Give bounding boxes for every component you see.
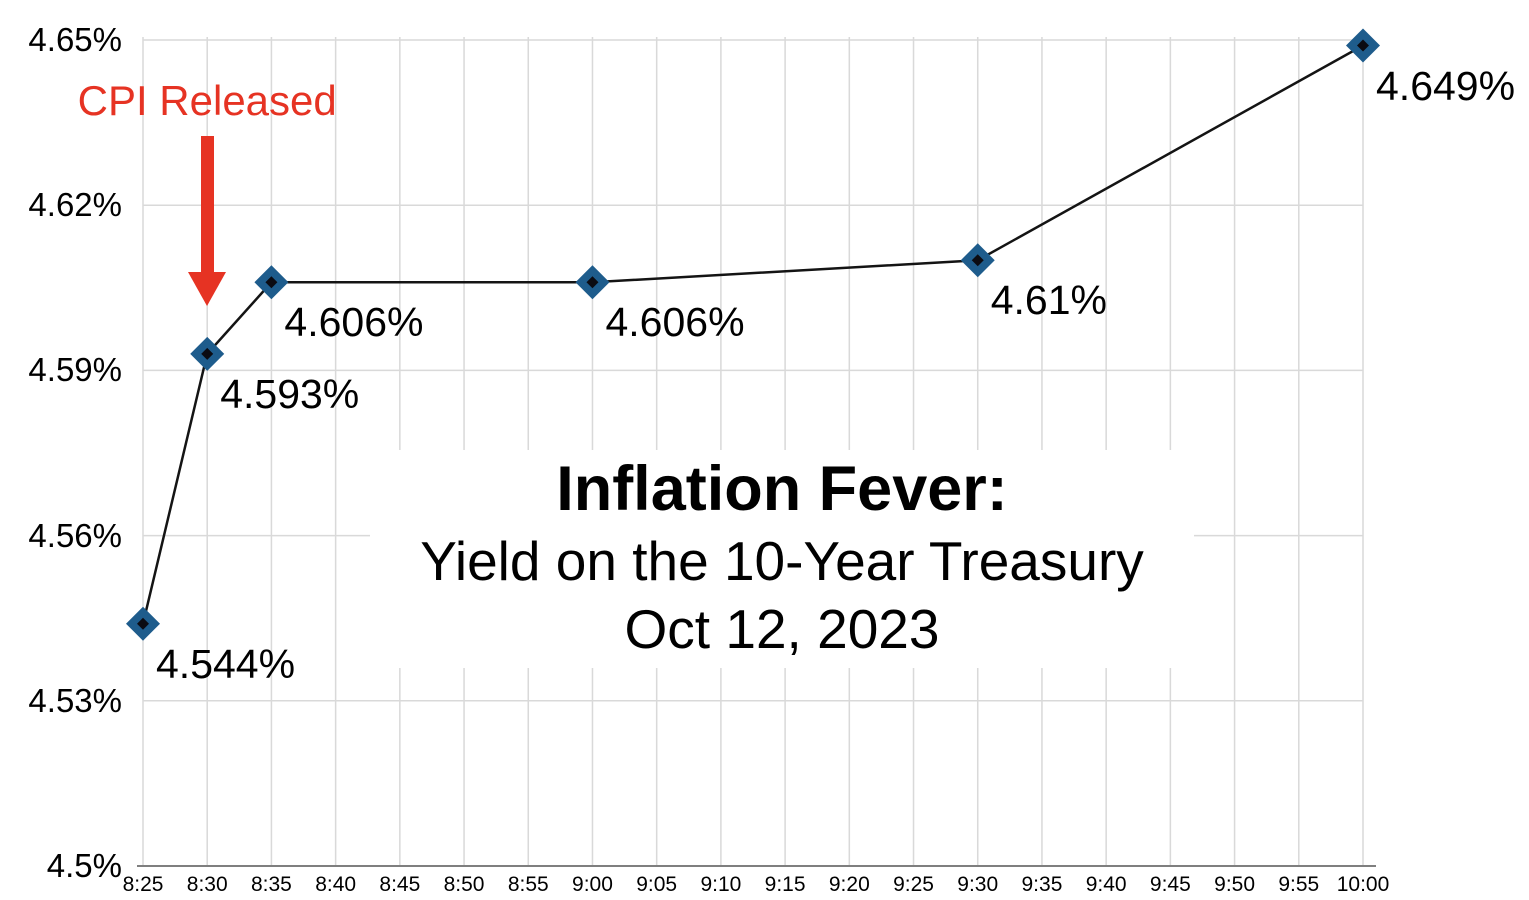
x-axis-tick-label: 9:50 xyxy=(1214,873,1256,896)
data-point-marker-core xyxy=(137,617,149,630)
cpi-arrow-head-icon xyxy=(188,272,227,306)
x-axis-tick-label: 9:45 xyxy=(1149,873,1191,896)
data-point-marker-core xyxy=(971,254,984,267)
x-axis-tick-label: 9:15 xyxy=(764,873,806,896)
chart-title-block: Inflation Fever: Yield on the 10-Year Tr… xyxy=(370,450,1194,668)
data-point-label: 4.606% xyxy=(284,299,424,346)
chart-subtitle: Yield on the 10-Year Treasury xyxy=(420,530,1144,592)
cpi-arrow-shaft xyxy=(200,136,214,273)
x-axis-tick-label: 9:35 xyxy=(1021,873,1063,896)
y-axis-tick-label: 4.56% xyxy=(28,516,122,554)
y-axis-tick-label: 4.62% xyxy=(28,186,122,224)
data-point-label: 4.544% xyxy=(156,640,296,687)
data-point-label: 4.606% xyxy=(605,299,745,346)
y-axis-tick-label: 4.5% xyxy=(46,847,122,884)
x-axis-tick-label: 9:10 xyxy=(700,873,742,896)
x-axis-tick-label: 9:05 xyxy=(636,873,678,896)
y-axis-tick-label: 4.53% xyxy=(28,681,122,719)
data-point-label: 4.593% xyxy=(220,370,360,417)
data-point-marker-core xyxy=(201,347,214,360)
x-axis-tick-label: 8:30 xyxy=(186,873,228,896)
x-axis-tick-label: 9:25 xyxy=(893,873,934,896)
x-axis-tick-label: 8:45 xyxy=(379,873,421,896)
cpi-annotation-text: CPI Released xyxy=(77,77,337,124)
x-axis-tick-label: 8:35 xyxy=(250,873,292,896)
chart-date: Oct 12, 2023 xyxy=(624,598,940,660)
x-axis-tick-label: 10:00 xyxy=(1336,873,1390,896)
x-axis-tick-label: 9:40 xyxy=(1085,873,1127,896)
x-axis-tick-label: 9:55 xyxy=(1278,873,1320,896)
data-point-marker-core xyxy=(265,276,278,289)
x-axis-tick-label: 8:55 xyxy=(507,873,549,896)
y-axis-tick-label: 4.59% xyxy=(28,351,122,389)
data-point-marker-core xyxy=(1357,39,1369,52)
yield-line xyxy=(141,44,1364,624)
chart-title: Inflation Fever: xyxy=(556,454,1008,524)
x-axis-tick-label: 9:20 xyxy=(828,873,870,896)
x-axis-tick-label: 8:25 xyxy=(122,873,164,896)
data-point-label: 4.649% xyxy=(1376,62,1516,109)
x-axis-tick-label: 9:00 xyxy=(572,873,613,896)
data-point-marker-core xyxy=(586,276,599,289)
x-axis-tick-label: 9:30 xyxy=(957,873,999,896)
data-point-label: 4.61% xyxy=(990,277,1107,324)
x-axis-tick-label: 8:40 xyxy=(315,873,357,896)
x-axis-tick-label: 8:50 xyxy=(443,873,485,896)
y-axis-tick-label: 4.65% xyxy=(28,21,122,58)
